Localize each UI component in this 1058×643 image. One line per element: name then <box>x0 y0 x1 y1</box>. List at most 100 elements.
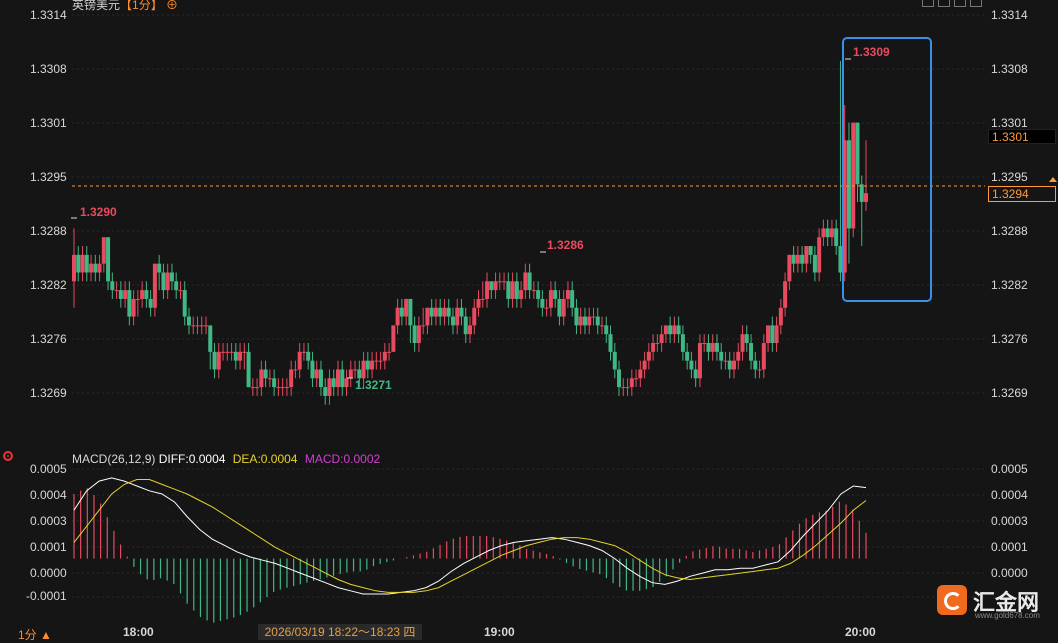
left-high-annotation: 1.3290 <box>80 205 117 219</box>
macd-tick-left-4: 0.0000 <box>30 566 67 580</box>
macd-tick-left-0: 0.0005 <box>30 462 67 476</box>
timeframe-button[interactable]: 1分 ▲ <box>18 628 52 642</box>
brand-logo-icon <box>937 585 967 615</box>
candle-body <box>199 325 204 327</box>
plus-circle-icon[interactable]: ⊕ <box>166 0 179 12</box>
candle-body <box>93 263 98 273</box>
candle-body <box>438 307 443 317</box>
minimize-icon[interactable] <box>922 0 934 7</box>
candle-body <box>727 360 732 370</box>
candle-body <box>89 263 94 273</box>
price-tick-right-6: 1.3276 <box>991 332 1028 346</box>
close-icon[interactable] <box>970 0 982 7</box>
dashed-level-arrow-icon <box>1049 177 1057 182</box>
restore-icon[interactable] <box>938 0 950 7</box>
candle-body <box>280 387 285 389</box>
candle-body <box>391 325 396 352</box>
macd-tick-left-5: -0.0001 <box>26 589 67 603</box>
candle-body <box>144 290 149 299</box>
candle-body <box>255 387 260 389</box>
macd-diff-line <box>73 477 867 595</box>
candle-body <box>336 369 340 388</box>
maximize-icon[interactable] <box>954 0 966 7</box>
candle-body <box>178 290 183 292</box>
candle-body <box>186 316 191 326</box>
price-tick-left-1: 1.3308 <box>30 62 67 76</box>
macd-tick-left-1: 0.0004 <box>30 488 67 502</box>
macd-value-label: MACD:0.0002 <box>304 452 381 466</box>
candle-body <box>123 290 128 299</box>
candle-body <box>817 237 822 273</box>
candle-body <box>135 298 140 300</box>
candle-body <box>497 281 502 283</box>
macd-indicator-label[interactable]: MACD(26,12,9) <box>72 452 156 466</box>
candle-body <box>846 140 851 229</box>
candle-body <box>293 369 298 371</box>
candle-body <box>284 387 289 389</box>
candle-body <box>250 387 255 389</box>
candle-body <box>723 360 728 362</box>
time-tick-0: 18:00 <box>123 625 154 639</box>
candle-body <box>523 272 528 291</box>
candle-body <box>659 334 664 344</box>
candle-body <box>267 378 272 380</box>
macd-histogram <box>73 488 867 623</box>
candle-body <box>370 360 375 370</box>
candle-body <box>540 298 545 308</box>
candle-body <box>331 378 336 388</box>
candle-body <box>553 290 558 299</box>
candle-body <box>412 325 417 344</box>
candle-body <box>416 325 421 344</box>
candle-body <box>672 325 677 335</box>
candle-body <box>506 281 511 299</box>
candle-body <box>242 351 247 353</box>
candle-body <box>719 351 724 361</box>
timeframe-label[interactable]: 【1分】 <box>120 0 163 12</box>
candle-body <box>459 307 464 317</box>
candle-body <box>629 378 634 388</box>
candle-body <box>421 325 426 327</box>
candle-body <box>472 307 477 326</box>
macd-tick-right-3: 0.0001 <box>991 540 1028 554</box>
candle-body <box>404 298 409 317</box>
symbol-name: 英镑美元 <box>72 0 121 12</box>
candle-body <box>646 351 651 361</box>
candle-body <box>357 369 362 379</box>
candle-body <box>680 334 685 352</box>
candle-body <box>825 228 830 238</box>
candle-body <box>864 193 868 202</box>
candle-body <box>114 290 119 292</box>
candle-body <box>795 254 800 264</box>
candle-body <box>429 307 434 317</box>
candle-body <box>97 263 102 273</box>
candle-body <box>229 351 234 353</box>
candle-body <box>276 387 281 389</box>
candle-body <box>297 351 302 370</box>
candle-body <box>702 343 707 345</box>
candle-body <box>157 263 162 273</box>
candle-body <box>442 307 447 317</box>
macd-grid <box>72 468 985 598</box>
candle-body <box>604 325 609 335</box>
candle-body <box>676 325 681 335</box>
target-icon[interactable] <box>3 451 13 461</box>
macd-tick-left-3: 0.0001 <box>30 540 67 554</box>
candle-body <box>374 360 379 362</box>
candle-body <box>578 316 583 326</box>
candle-body <box>387 351 392 353</box>
candle-body <box>651 343 656 352</box>
price-tick-left-2: 1.3301 <box>30 116 67 130</box>
candle-body <box>574 307 579 326</box>
candle-body <box>84 254 89 273</box>
candle-body <box>148 298 153 308</box>
candle-body <box>685 351 690 361</box>
candle-body <box>76 254 81 273</box>
candle-body <box>714 343 719 352</box>
candle-body <box>165 272 170 291</box>
candle-body <box>800 254 805 264</box>
candle-body <box>621 387 626 389</box>
candle-body <box>310 360 315 379</box>
candle-body <box>118 290 123 299</box>
candle-body <box>212 351 217 370</box>
